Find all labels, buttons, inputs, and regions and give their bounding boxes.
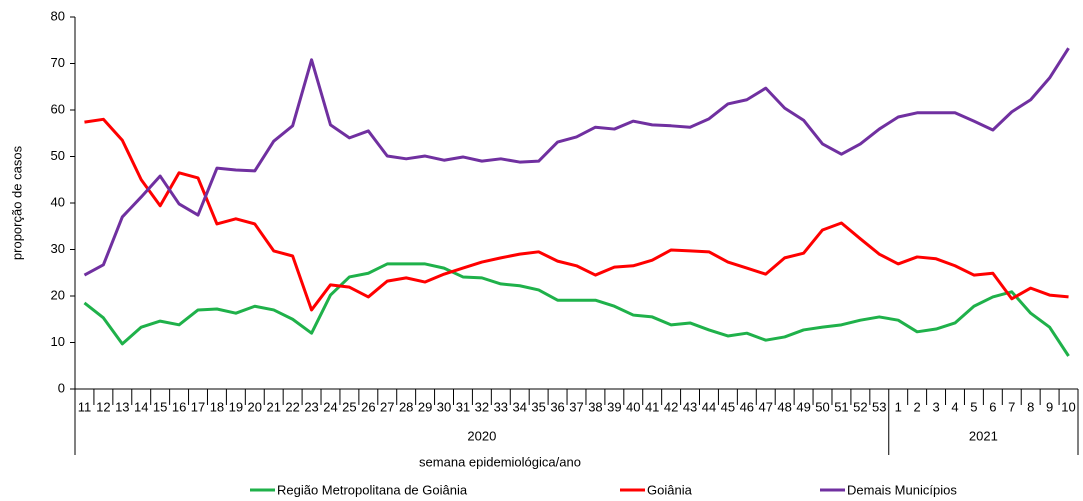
x-tick-label: 25 (342, 399, 356, 414)
x-tick-label: 36 (550, 399, 564, 414)
x-tick-label: 41 (645, 399, 659, 414)
x-tick-label: 4 (951, 399, 958, 414)
y-tick-label: 40 (51, 194, 65, 209)
x-tick-label: 45 (721, 399, 735, 414)
x-tick-label: 31 (456, 399, 470, 414)
legend-label: Goiânia (647, 482, 693, 497)
x-tick-label: 42 (664, 399, 678, 414)
x-tick-label: 16 (172, 399, 186, 414)
x-tick-label: 1 (895, 399, 902, 414)
group-label: 2021 (969, 428, 998, 443)
y-tick-label: 50 (51, 148, 65, 163)
x-tick-label: 8 (1027, 399, 1034, 414)
x-tick-label: 39 (607, 399, 621, 414)
x-tick-label: 37 (569, 399, 583, 414)
series-line (84, 117, 1069, 312)
x-axis-title: semana epidemiológica/ano (419, 454, 581, 469)
x-tick-label: 5 (970, 399, 977, 414)
x-tick-label: 12 (96, 399, 110, 414)
y-tick-label: 60 (51, 101, 65, 116)
y-axis-title: proporção de casos (9, 145, 24, 260)
x-tick-label: 40 (626, 399, 640, 414)
x-tick-label: 48 (777, 399, 791, 414)
x-tick-label: 23 (304, 399, 318, 414)
y-tick-label: 10 (51, 334, 65, 349)
x-tick-label: 22 (285, 399, 299, 414)
x-tick-label: 53 (872, 399, 886, 414)
x-tick-label: 38 (588, 399, 602, 414)
x-tick-label: 7 (1008, 399, 1015, 414)
x-tick-label: 10 (1061, 399, 1075, 414)
x-tick-label: 9 (1046, 399, 1053, 414)
x-tick-label: 6 (989, 399, 996, 414)
x-tick-label: 47 (759, 399, 773, 414)
x-tick-label: 3 (932, 399, 939, 414)
x-tick-label: 27 (380, 399, 394, 414)
legend-label: Região Metropolitana de Goiânia (277, 482, 468, 497)
x-tick-label: 50 (815, 399, 829, 414)
x-tick-label: 33 (494, 399, 508, 414)
y-tick-label: 0 (58, 380, 65, 395)
x-tick-label: 29 (418, 399, 432, 414)
y-tick-label: 80 (51, 8, 65, 23)
x-tick-label: 51 (834, 399, 848, 414)
x-tick-label: 28 (399, 399, 413, 414)
x-tick-label: 32 (475, 399, 489, 414)
series-line (83, 47, 1070, 277)
series-line (83, 262, 1070, 357)
x-tick-label: 15 (153, 399, 167, 414)
x-tick-label: 24 (323, 399, 337, 414)
legend-label: Demais Municípios (847, 482, 957, 497)
x-tick-label: 17 (191, 399, 205, 414)
x-tick-label: 11 (78, 399, 92, 414)
x-tick-label: 20 (248, 399, 262, 414)
x-tick-label: 49 (796, 399, 810, 414)
y-tick-label: 70 (51, 55, 65, 70)
y-tick-label: 30 (51, 241, 65, 256)
y-tick-label: 20 (51, 287, 65, 302)
x-tick-label: 21 (266, 399, 280, 414)
x-tick-label: 14 (134, 399, 148, 414)
x-tick-label: 18 (210, 399, 224, 414)
x-tick-label: 34 (512, 399, 526, 414)
x-tick-label: 46 (740, 399, 754, 414)
x-tick-label: 52 (853, 399, 867, 414)
x-tick-label: 19 (229, 399, 243, 414)
x-tick-label: 43 (683, 399, 697, 414)
x-tick-label: 30 (437, 399, 451, 414)
x-tick-label: 13 (115, 399, 129, 414)
group-label: 2020 (467, 428, 496, 443)
x-tick-label: 2 (914, 399, 921, 414)
x-tick-label: 44 (702, 399, 716, 414)
x-tick-label: 26 (361, 399, 375, 414)
x-tick-label: 35 (531, 399, 545, 414)
